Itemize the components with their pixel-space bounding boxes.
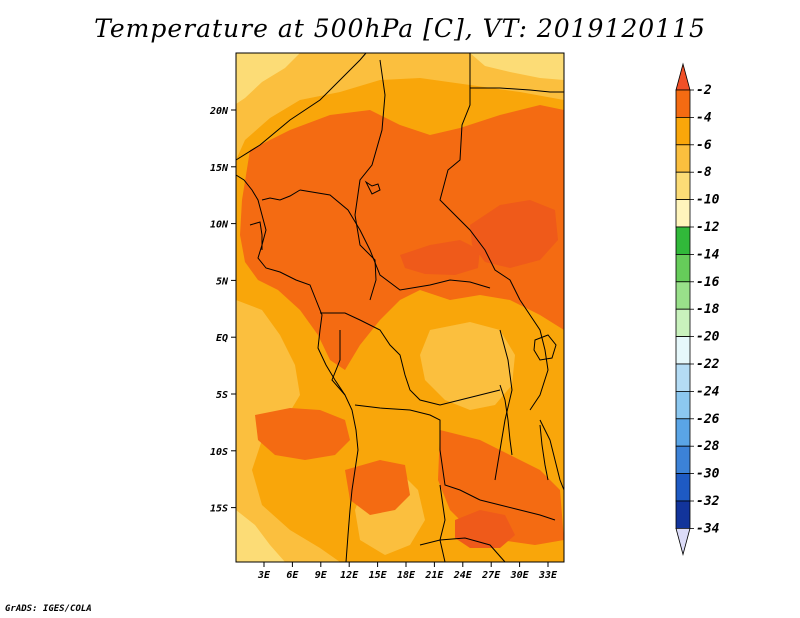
colorbar-swatch [675,500,691,529]
colorbar-label: -24 [696,384,720,399]
lon-tick-label: 18E [397,570,416,581]
field-region-warmest-central [400,240,480,275]
lake-chad [364,180,381,195]
map-frame [235,52,565,563]
field-region-warm-central [240,105,564,370]
border-south-1 [354,404,481,501]
colorbar-label: -22 [696,357,720,372]
colorbar-label: -34 [696,521,720,536]
border-north-1 [235,52,367,161]
lon-tick-label: 12E [340,570,359,581]
lon-tick-label: 15E [369,570,388,581]
field-region-coldest-ne [470,53,564,80]
border-south-4 [419,537,506,563]
colorbar-label: -4 [696,110,712,125]
lat-tick-label: 5N [216,276,229,287]
colorbar-swatch [675,363,691,392]
colorbar-swatch [675,418,691,447]
colorbar-swatch [675,390,691,420]
field-region-warmest-east [470,200,558,268]
colorbar-swatch [675,308,691,338]
border-north-2 [354,59,386,301]
colorbar-label: -10 [696,193,720,208]
colorbar-swatch [675,117,691,146]
field-region-cool-east [420,322,515,410]
lat-tick-label: 10N [210,220,229,231]
lon-tick-label: 27E [481,570,501,581]
border-central-2 [320,312,501,406]
colorbar-swatch [675,171,691,200]
field-region-coldest-sw [236,510,285,562]
field-region-coldest-nw [236,53,300,104]
colorbar-label: -12 [696,220,720,235]
colorbar-swatch [675,473,691,502]
lat-tick-label: 5S [216,390,228,401]
border-south-2 [439,484,446,563]
field-region-warm-southwest [255,408,350,460]
lon-tick-label: 21E [424,570,444,581]
colorbar-label: -30 [696,467,720,482]
colorbar-swatch [675,89,691,118]
field-region-cool-north [236,53,564,160]
colorbar-label: -16 [696,275,720,290]
colorbar-label: -20 [696,330,720,345]
lat-tick-label: 15S [210,504,228,515]
border-east-2 [494,329,513,481]
map-panel: 20N 15N 10N 5N EQ 5S 10S 15S 3E 6E 9E 12E 15E 18E 21E… [209,52,565,581]
colorbar: -2 -4 -6 -8 -10 -12 -14 -16 -18 -20 -22 -24 -26 -28 -3… [675,62,720,556]
lon-tick-label: 3E [257,570,271,581]
colorbar-label: -26 [696,412,720,427]
field-region-cool-west [236,300,340,562]
border-west-1 [261,189,301,201]
field-region-warm-south [345,460,410,515]
lon-tick-label: 33E [538,570,558,581]
field-region-warmest-south [455,510,515,548]
lat-tick-label: 15N [210,163,229,174]
colorbar-swatch [675,253,691,283]
lake-malawi [539,424,549,481]
chart-title: Temperature at 500hPa [C], VT: 201912011… [94,14,706,43]
border-west-2 [249,221,263,250]
border-central-1 [299,189,491,291]
colorbar-label: -32 [696,494,720,509]
border-south-3 [479,499,556,521]
border-central-3 [331,330,346,396]
lat-tick-label: 20N [209,106,229,117]
footer-credit: GrADS: IGES/COLA [5,604,92,614]
border-northeast [470,87,564,93]
colorbar-label: -2 [696,83,712,98]
lon-tick-label: 30E [510,570,530,581]
colorbar-label: -18 [696,302,720,317]
colorbar-swatch [675,199,691,228]
lake-tanganyika [499,384,513,456]
colorbar-swatch [675,336,691,365]
lon-axis: 3E 6E 9E 12E 15E 18E 21E 24E 27E 30E 33E [257,562,558,581]
colorbar-lower-arrow [675,528,691,556]
colorbar-upper-arrow [675,62,691,91]
colorbar-swatch [675,281,691,310]
colorbar-label: -8 [696,165,712,180]
colorbar-swatch [675,445,691,475]
border-north-3 [439,53,521,301]
coastline-west [235,174,359,563]
border-east-1 [519,299,549,411]
lat-tick-label: 10S [210,447,228,458]
border-east-3 [539,419,565,491]
colorbar-label: -6 [696,138,712,153]
lon-tick-label: 9E [315,570,328,581]
colorbar-label: -14 [696,247,720,262]
colorbar-swatch [675,144,691,173]
lon-tick-label: 24E [453,570,473,581]
lat-axis: 20N 15N 10N 5N EQ 5S 10S 15S [209,106,236,515]
coastlines-borders [235,52,565,563]
colorbar-label: -28 [696,439,720,454]
lake-victoria [533,334,557,361]
colorbar-swatch [675,226,691,255]
lat-tick-label: EQ [216,333,228,344]
lon-tick-label: 6E [286,570,299,581]
